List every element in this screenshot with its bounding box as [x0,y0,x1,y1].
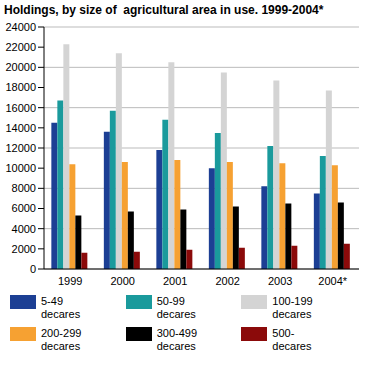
html-text:500- decares: 500- decares [272,327,312,352]
html-text:5-49 decares: 5-49 decares [41,295,81,320]
svg-text:14000: 14000 [8,122,36,134]
svg-text:2000: 2000 [111,275,135,287]
svg-text:20000: 20000 [8,61,36,73]
svg-text:2001: 2001 [163,275,187,287]
svg-text:6000: 6000 [12,202,36,214]
svg-text:10000: 10000 [8,162,36,174]
svg-text:2004*: 2004* [318,275,347,287]
svg-text:12000: 12000 [8,142,36,154]
svg-text:18000: 18000 [8,81,36,93]
html-text:200-299 decares: 200-299 decares [41,327,82,352]
svg-text:2002: 2002 [216,275,240,287]
svg-text:22000: 22000 [8,41,36,53]
svg-text:4000: 4000 [12,223,36,235]
svg-text:0: 0 [30,263,36,275]
html-text:Holdings, by size of agricultu: Holdings, by size of agricultural area i… [4,3,324,17]
svg-text:2003: 2003 [268,275,292,287]
svg-text:1999: 1999 [58,275,82,287]
svg-text:24000: 24000 [8,21,36,33]
svg-text:16000: 16000 [8,102,36,114]
svg-text:2000: 2000 [12,243,36,255]
html-text:50-99 decares: 50-99 decares [156,295,196,320]
html-text:100-199 decares: 100-199 decares [272,295,313,320]
html-text:300-499 decares: 300-499 decares [156,327,197,352]
svg-text:8000: 8000 [12,182,36,194]
